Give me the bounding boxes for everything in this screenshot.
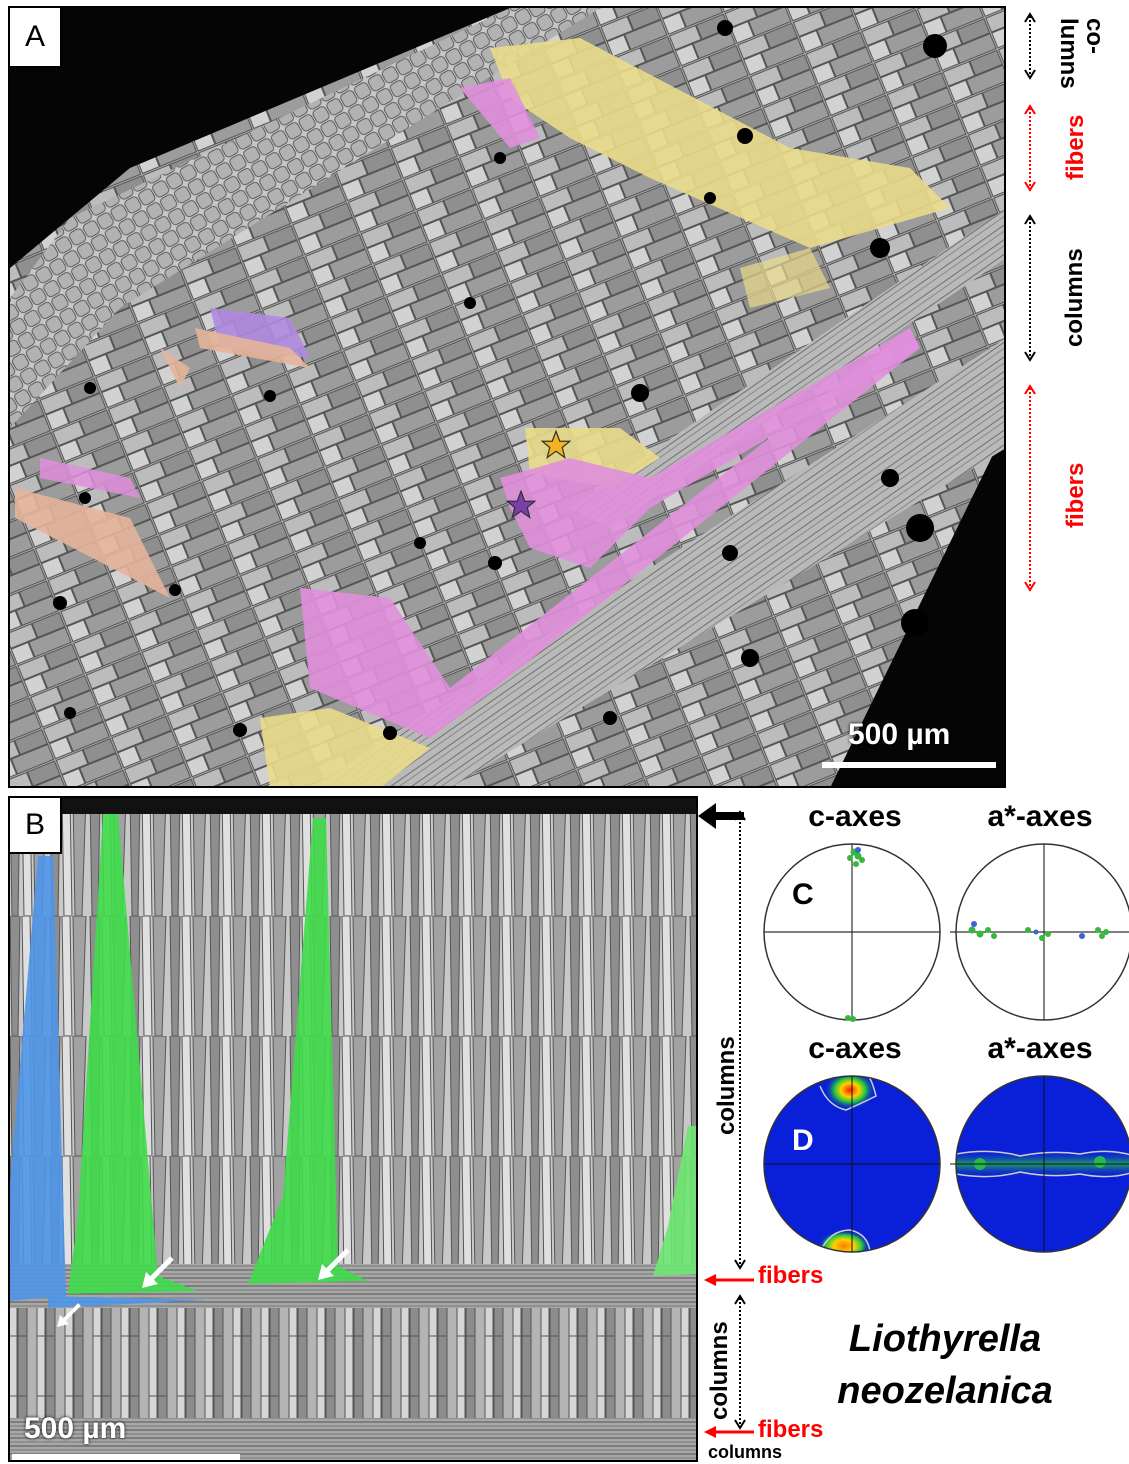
- star-icon: [541, 430, 571, 459]
- side-label-columns: co- lumns: [1043, 8, 1123, 89]
- panel-c-title-a-axes: a*-axes: [987, 800, 1093, 833]
- panel-label-b: B: [8, 796, 62, 854]
- side-label-fibers: fibers: [758, 1262, 824, 1289]
- panel-a-micrograph: [10, 8, 1006, 788]
- arrow-left-icon: [698, 803, 744, 829]
- arrow-icon: [318, 1248, 350, 1280]
- pole-figure-a-axes-density: [950, 1075, 1129, 1253]
- pole-figure-c-axes-points: [763, 843, 941, 1022]
- panel-c-label: C: [792, 878, 814, 911]
- arrow-icon: [57, 1303, 81, 1327]
- side-label-text: co- lumns: [1055, 18, 1108, 89]
- side-label-columns: columns: [713, 1036, 740, 1135]
- panel-label-a: A: [8, 6, 62, 68]
- side-label-fibers: fibers: [758, 1416, 824, 1443]
- panel-c-title-c-axes: c-axes: [808, 800, 902, 833]
- panel-a-side-arrows: [1024, 12, 1036, 592]
- scale-bar-label: 500 µm: [24, 1412, 127, 1445]
- scale-bar-label: 500 µm: [848, 718, 951, 751]
- panel-a: 500 µm: [10, 8, 1006, 788]
- side-label-columns: columns: [1061, 248, 1088, 347]
- panel-d-title-c-axes: c-axes: [808, 1032, 902, 1065]
- fibers-arrow-icon: [704, 1426, 754, 1438]
- side-label-columns: columns: [708, 1442, 783, 1462]
- panel-d-title-a-axes: a*-axes: [987, 1032, 1093, 1065]
- pole-figure-a-axes-points: [950, 843, 1129, 1021]
- species-name-line1: Liothyrella: [848, 1318, 1042, 1360]
- scale-bar: [822, 762, 996, 768]
- arrow-icon: [142, 1256, 174, 1288]
- panel-b: 500 µm: [8, 796, 696, 1460]
- star-icon: [506, 490, 536, 519]
- fibers-arrow-icon: [704, 1274, 754, 1286]
- pole-figure-c-axes-density: [763, 1075, 941, 1253]
- species-name-line2: neozelanica: [837, 1370, 1053, 1412]
- side-label-columns: columns: [706, 1321, 733, 1420]
- panel-b-micrograph: [8, 796, 696, 1460]
- side-label-fibers: fibers: [1062, 462, 1089, 528]
- panel-b-side-arrows: [734, 810, 746, 1430]
- panel-d-label: D: [792, 1124, 814, 1157]
- side-label-fibers: fibers: [1062, 114, 1089, 180]
- scale-bar: [12, 1454, 240, 1460]
